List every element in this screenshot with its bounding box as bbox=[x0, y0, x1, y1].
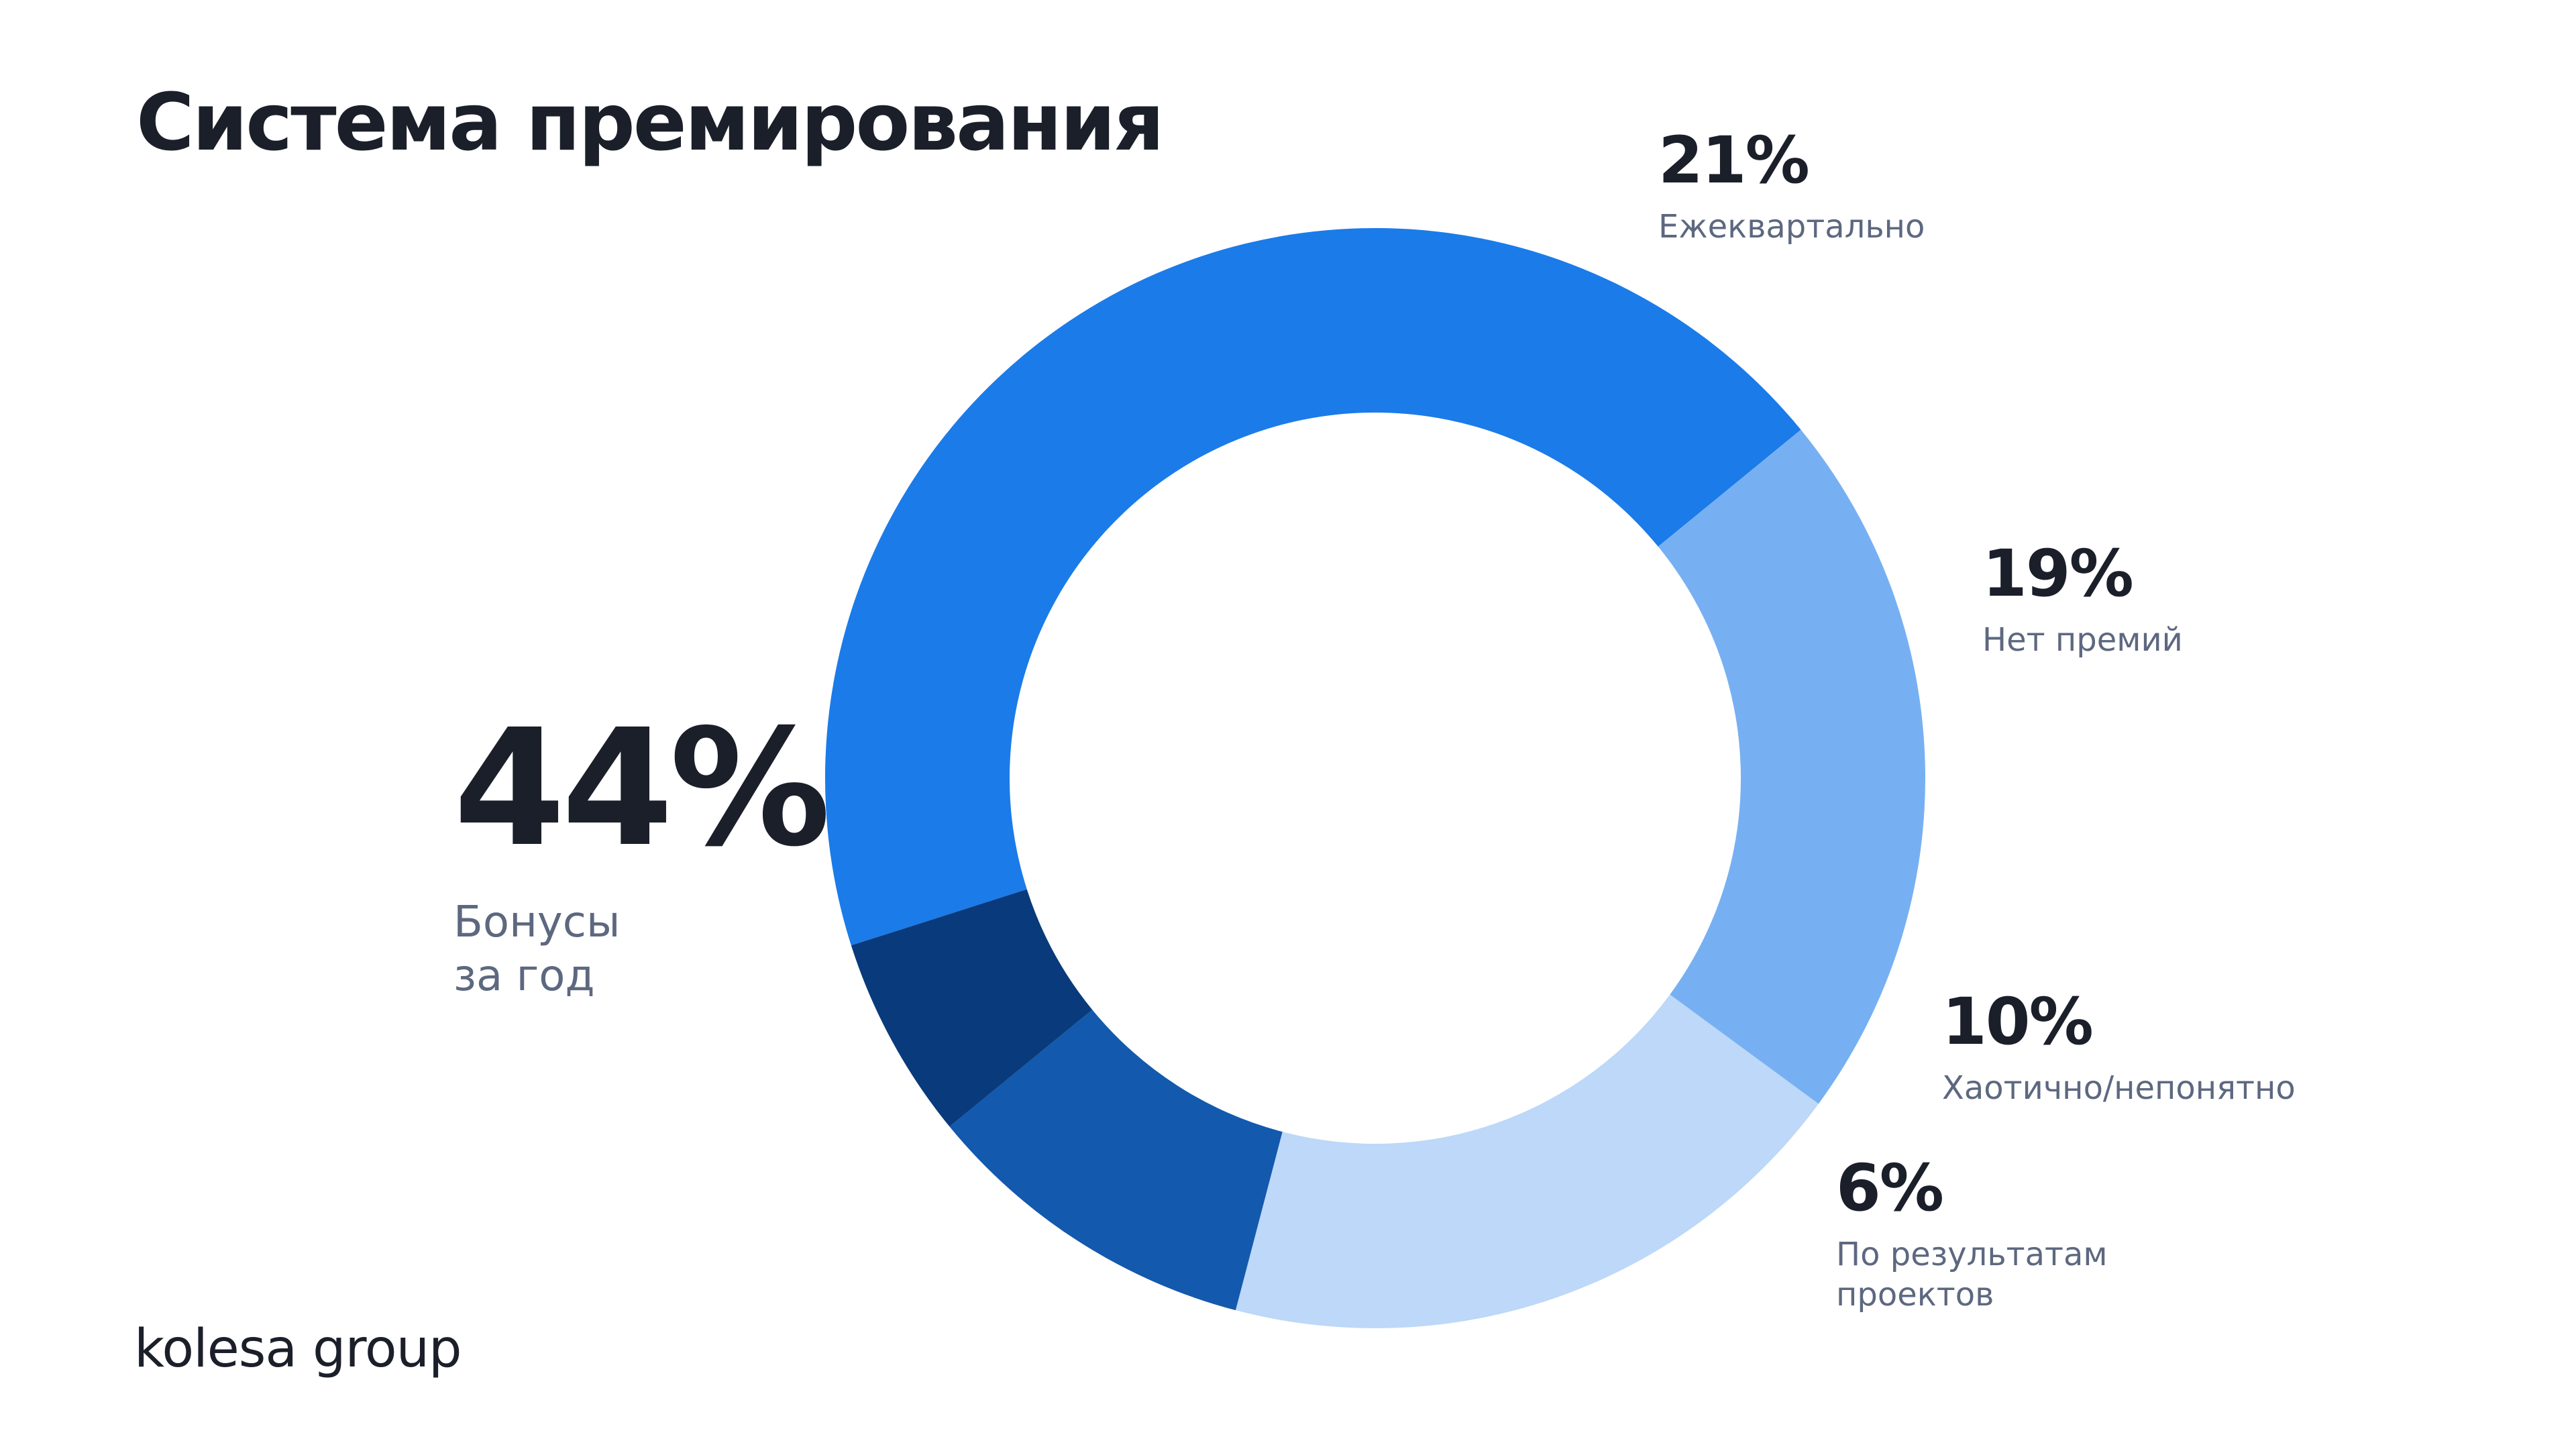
slice-label-annual-bonus: 44% Бонусы за год bbox=[453, 694, 830, 1003]
slice-desc-no-bonus: Нет премий bbox=[1982, 621, 2183, 659]
donut-slice-project-results bbox=[851, 889, 1093, 1127]
slice-desc-chaotic: Хаотично/непонятно bbox=[1942, 1069, 2296, 1108]
donut-slice-no-bonus bbox=[1235, 994, 1819, 1328]
donut-slice-annual-bonus bbox=[825, 227, 1801, 946]
slice-value-quarterly: 21% bbox=[1658, 123, 1810, 198]
slice-desc-annual-bonus: Бонусы за год bbox=[453, 898, 621, 1001]
slice-label-chaotic: 10% Хаотично/непонятно bbox=[1942, 985, 2296, 1108]
company-logo: kolesa group bbox=[134, 1319, 462, 1379]
slice-value-no-bonus: 19% bbox=[1982, 536, 2134, 611]
slice-desc-quarterly: Ежеквартально bbox=[1658, 208, 1925, 246]
slide-title: Система премирования bbox=[136, 76, 1165, 168]
slice-value-chaotic: 10% bbox=[1942, 984, 2094, 1059]
slice-value-project-results: 6% bbox=[1836, 1150, 1944, 1226]
donut-slice-quarterly bbox=[1658, 429, 1925, 1104]
donut-slice-chaotic bbox=[949, 1010, 1283, 1311]
slice-label-project-results: 6% По результатам проектов bbox=[1836, 1151, 2108, 1315]
slice-label-no-bonus: 19% Нет премий bbox=[1982, 537, 2183, 660]
slice-label-quarterly: 21% Ежеквартально bbox=[1658, 123, 1925, 247]
slice-desc-project-results: По результатам проектов bbox=[1836, 1236, 2108, 1314]
slice-value-annual-bonus: 44% bbox=[453, 694, 830, 882]
